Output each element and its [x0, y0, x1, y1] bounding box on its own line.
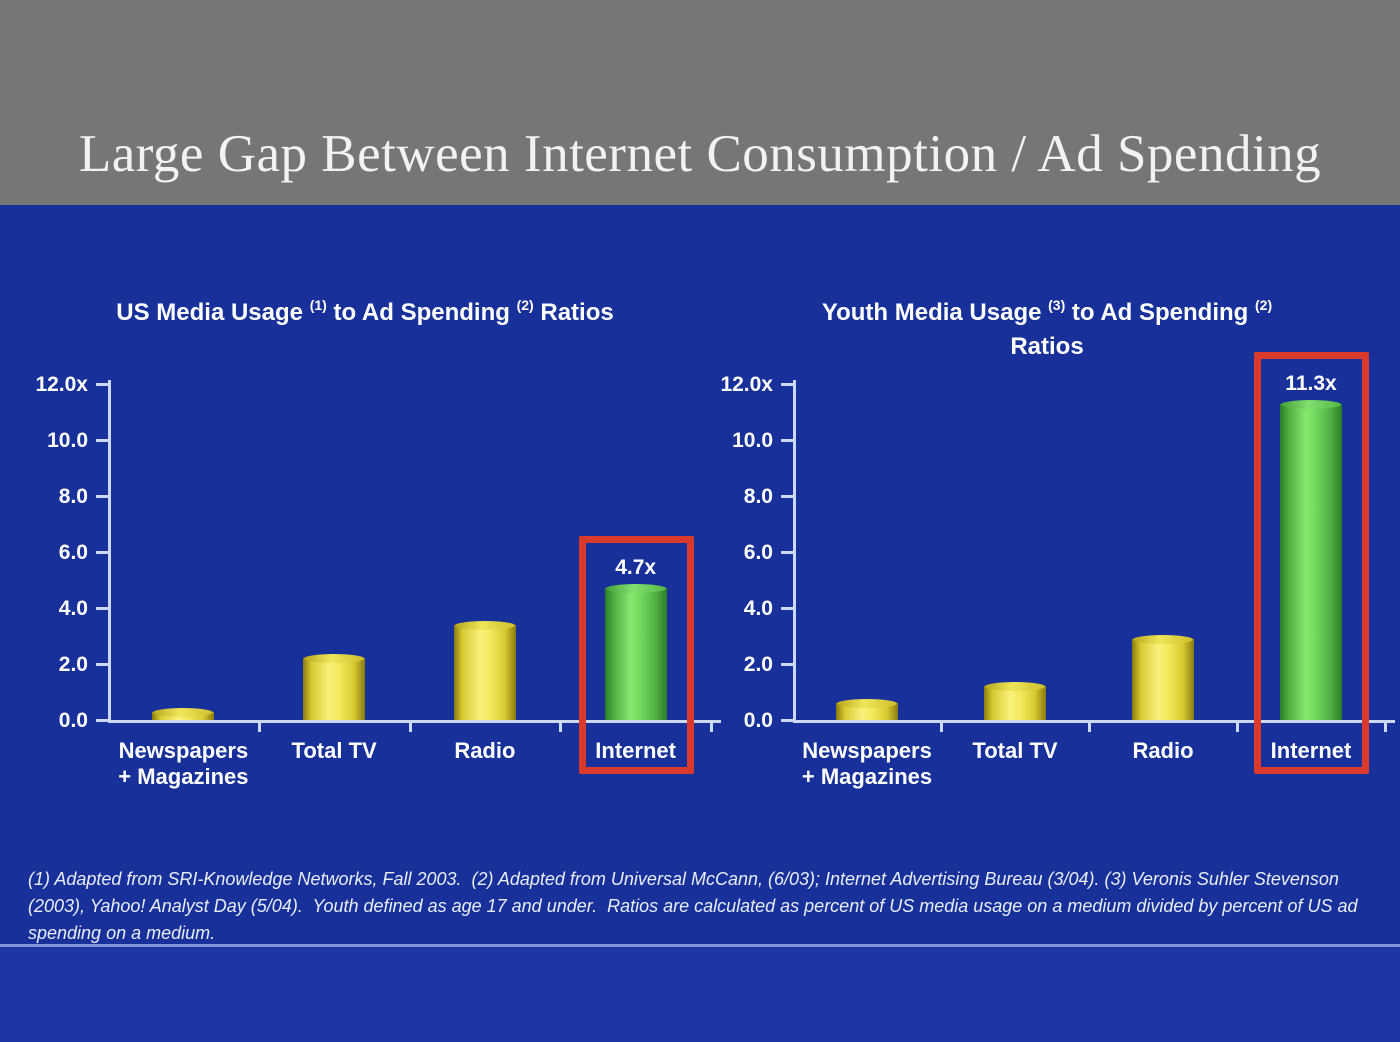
- x-tick: [1088, 720, 1091, 732]
- category-label-radio: Radio: [1132, 738, 1194, 763]
- y-axis-label: 10.0: [47, 429, 88, 452]
- bar-cap-newspapers: [153, 707, 214, 717]
- x-tick: [1384, 720, 1387, 732]
- title-superscript: (2): [1255, 297, 1273, 313]
- y-tick: [96, 495, 108, 498]
- category-label-internet: Internet: [595, 738, 676, 763]
- y-axis: [108, 380, 111, 722]
- x-axis: [108, 720, 721, 723]
- bar-newspapers: [836, 699, 898, 720]
- footer: MorganStanley 43: [0, 947, 1400, 1042]
- y-tick: [96, 551, 108, 554]
- bar-cap-total-tv: [304, 654, 365, 664]
- y-tick: [781, 495, 793, 498]
- category-label-internet: Internet: [1270, 738, 1352, 763]
- x-tick: [257, 720, 261, 732]
- bar-newspapers: [152, 707, 215, 720]
- title-superscript: (1): [309, 297, 327, 313]
- title-text: Youth Media Usage: [821, 299, 1049, 326]
- y-axis-label: 6.0: [743, 541, 773, 564]
- y-axis-label: 0.0: [58, 709, 88, 732]
- y-axis-label: 12.0x: [35, 373, 88, 396]
- y-axis-label: 8.0: [58, 485, 88, 508]
- y-axis-label: 12.0x: [720, 373, 773, 396]
- bar-total-tv: [984, 682, 1046, 720]
- y-axis-label: 4.0: [743, 597, 773, 620]
- title-text: Ratios: [533, 299, 614, 326]
- y-tick: [781, 663, 793, 666]
- y-tick: [781, 551, 793, 554]
- y-axis: [793, 380, 796, 722]
- y-tick: [96, 383, 108, 386]
- highlight-box: [578, 536, 694, 774]
- bar-total-tv: [303, 654, 366, 720]
- y-tick: [96, 607, 108, 610]
- category-label-radio: Radio: [454, 738, 516, 763]
- category-label-total-tv: Total TV: [972, 738, 1058, 763]
- y-tick: [781, 719, 793, 722]
- x-tick: [408, 720, 412, 732]
- bar-internet: [1280, 399, 1342, 720]
- highlight-box: [1254, 351, 1369, 774]
- title-text: US Media Usage: [116, 299, 310, 326]
- bar-radio: [453, 620, 516, 720]
- title-text: to Ad Spending: [326, 299, 517, 326]
- bar-value-label: 4.7x: [615, 556, 657, 580]
- bar-internet: [604, 584, 667, 720]
- y-axis-label: 8.0: [743, 485, 773, 508]
- y-tick: [781, 607, 793, 610]
- x-axis: [793, 720, 1395, 723]
- title-text: Ratios: [1010, 333, 1084, 360]
- x-tick: [710, 720, 713, 732]
- bar-cap-radio: [454, 620, 515, 630]
- title-text: to Ad Spending: [1065, 299, 1255, 326]
- slide-header: Large Gap Between Internet Consumption /…: [0, 0, 1400, 205]
- y-axis-label: 6.0: [58, 541, 88, 564]
- footnote: (1) Adapted from SRI-Knowledge Networks,…: [28, 869, 1363, 943]
- y-axis-label: 4.0: [58, 597, 88, 620]
- category-label-newspapers: Newspapers + Magazines: [801, 738, 933, 789]
- y-axis-label: 0.0: [743, 709, 773, 732]
- y-tick: [96, 439, 108, 442]
- page-title: Large Gap Between Internet Consumption /…: [78, 125, 1322, 183]
- title-superscript: (3): [1048, 297, 1066, 313]
- x-tick: [559, 720, 563, 732]
- y-axis-label: 2.0: [743, 653, 773, 676]
- bar-value-label: 11.3x: [1285, 371, 1337, 395]
- y-tick: [781, 383, 793, 386]
- y-tick: [781, 439, 793, 442]
- chart-title: Youth Media Usage (3) to Ad Spending (2)…: [757, 288, 1337, 364]
- bar-cap-total-tv: [985, 682, 1045, 692]
- x-tick: [1236, 720, 1239, 732]
- title-superscript: (2): [516, 297, 534, 313]
- y-axis-label: 10.0: [732, 429, 773, 452]
- bar-radio: [1132, 634, 1194, 720]
- y-axis-label: 2.0: [58, 653, 88, 676]
- footer-divider: [0, 944, 1400, 947]
- bar-cap-newspapers: [837, 699, 897, 709]
- bar-cap-radio: [1133, 634, 1193, 644]
- bar-cap-internet: [605, 584, 666, 594]
- category-label-newspapers: Newspapers + Magazines: [118, 738, 249, 789]
- chart-title: US Media Usage (1) to Ad Spending (2) Ra…: [65, 288, 665, 330]
- bar-cap-internet: [1281, 399, 1341, 409]
- y-tick: [96, 719, 108, 722]
- category-label-total-tv: Total TV: [291, 738, 377, 763]
- y-tick: [96, 663, 108, 666]
- x-tick: [940, 720, 943, 732]
